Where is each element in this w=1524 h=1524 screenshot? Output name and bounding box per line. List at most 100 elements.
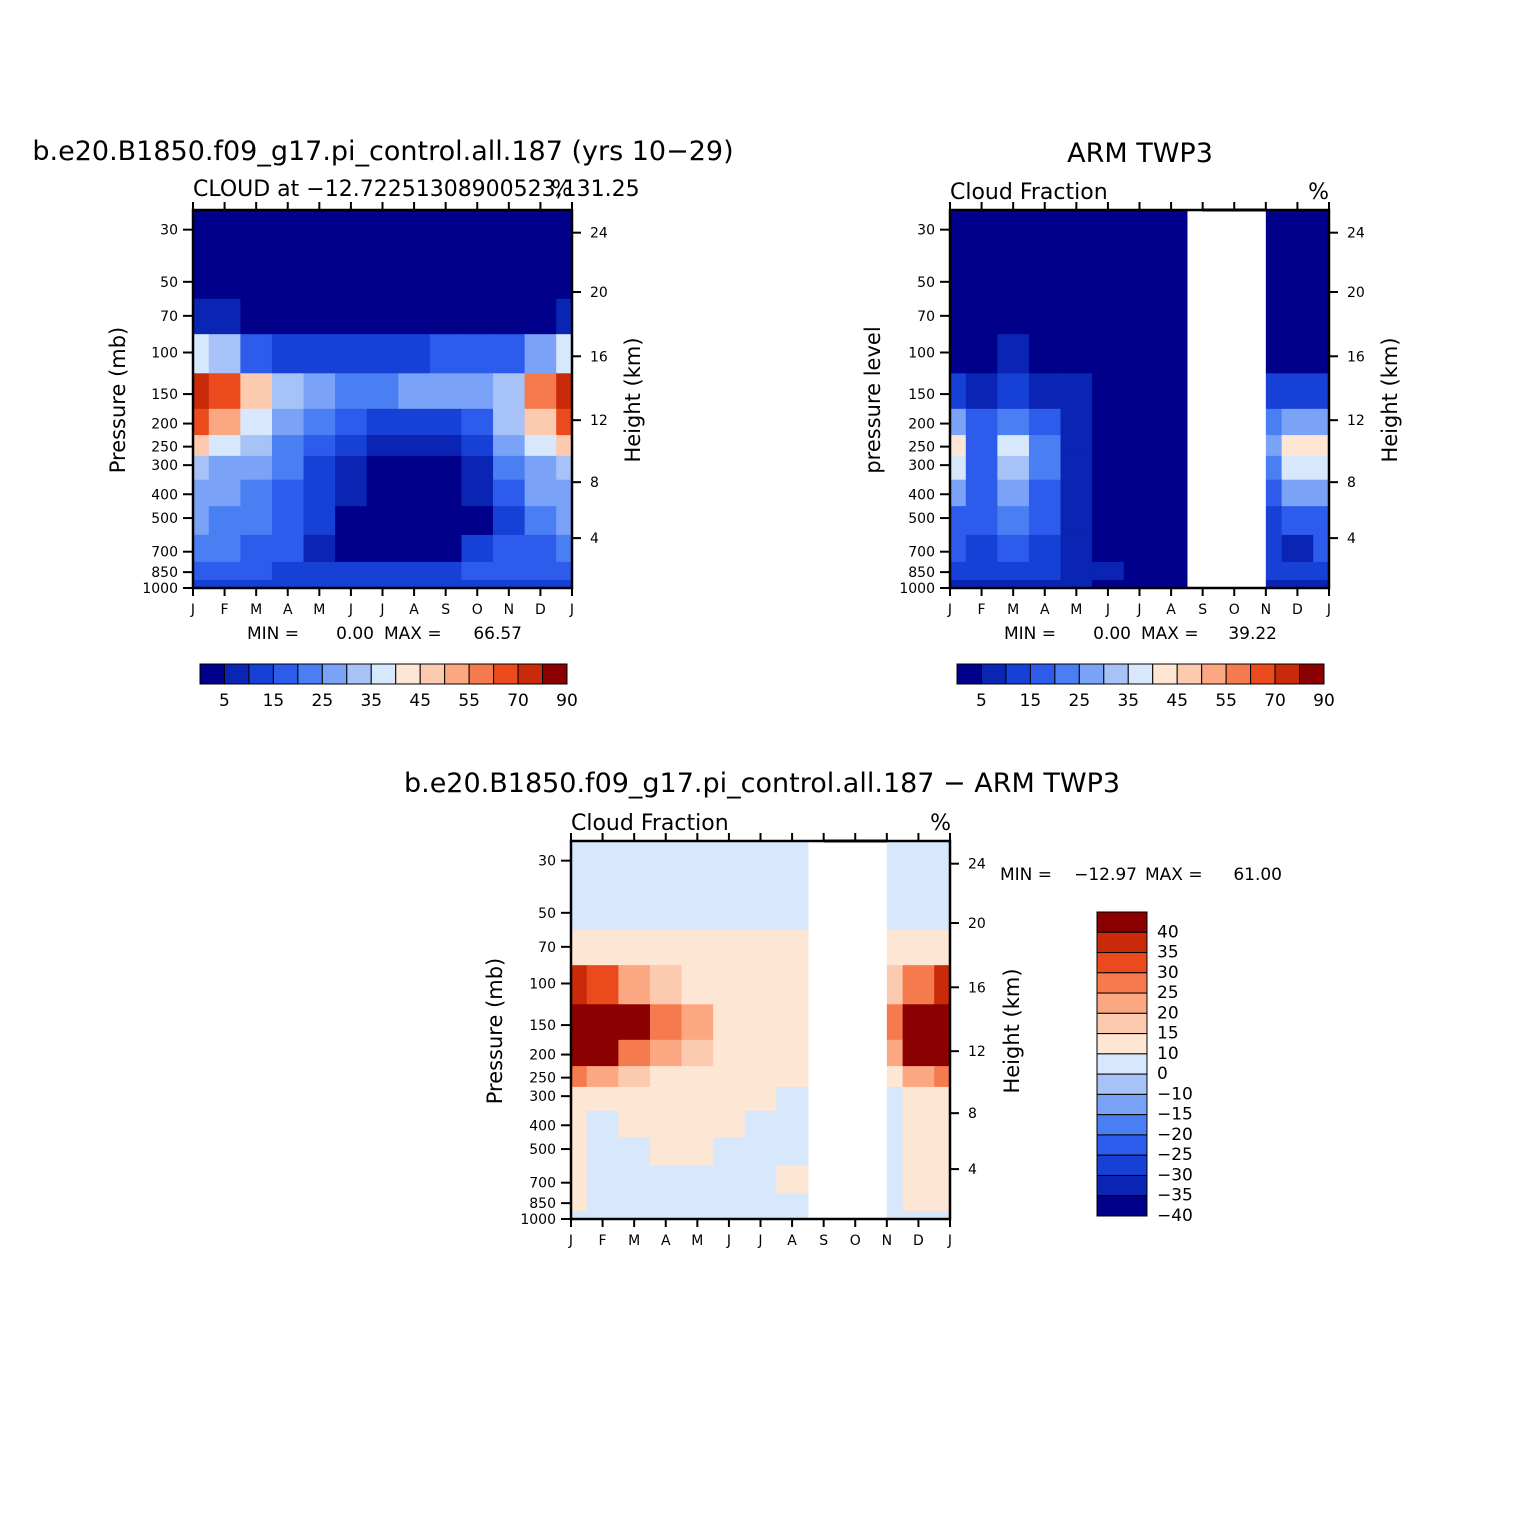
- heatmap-cell: [208, 534, 241, 563]
- heatmap-cell: [871, 1211, 904, 1220]
- heatmap-cell: [398, 534, 431, 563]
- x-tick-label: J: [1105, 602, 1110, 618]
- heatmap-cell: [618, 929, 651, 966]
- heatmap-cell: [1028, 373, 1062, 410]
- heatmap-cell: [1028, 298, 1062, 335]
- colorbar-box: [223, 663, 250, 685]
- y-tick-label: 100: [908, 346, 935, 362]
- heatmap-cell: [1060, 255, 1093, 300]
- heatmap-cell: [618, 1165, 651, 1194]
- x-tick-label: J: [947, 1233, 952, 1249]
- y-tick-label: 70: [160, 309, 178, 325]
- heatmap-cell: [1123, 408, 1156, 436]
- heatmap-cell: [950, 373, 967, 410]
- y-tick-label: 150: [529, 1018, 556, 1034]
- heatmap-cell: [208, 506, 241, 536]
- right-axis-label: Height (km): [1000, 968, 1024, 1093]
- heatmap-cell: [366, 580, 399, 589]
- colorbar-box: [395, 663, 421, 685]
- heatmap-cell: [950, 435, 967, 457]
- heatmap-cell: [398, 255, 431, 300]
- heatmap-cell: [524, 334, 557, 374]
- heatmap-cell: [461, 408, 494, 436]
- colorbar-label: 70: [1264, 691, 1286, 711]
- heatmap-cell: [335, 561, 368, 581]
- heatmap-cell: [1060, 561, 1093, 581]
- heatmap-cell: [335, 534, 368, 563]
- arm-obs-panel: ARM TWP3 Cloud Fraction % J F M A M J J A S O N D J 3…: [861, 138, 1402, 711]
- heatmap-cell: [649, 1137, 683, 1167]
- heatmap-cell: [571, 1086, 588, 1112]
- heatmap-cell: [950, 479, 967, 507]
- panel-subtitle: CLOUD at −12.72251308900523,131.25: [193, 177, 640, 202]
- heatmap-cell: [335, 435, 368, 457]
- heatmap-cell: [429, 506, 463, 536]
- heatmap-cell: [208, 255, 241, 300]
- heatmap-cell: [1313, 580, 1330, 589]
- heatmap-cell: [335, 210, 368, 257]
- heatmap-cell: [1060, 373, 1093, 410]
- heatmap-cell: [193, 298, 210, 335]
- heatmap-cell: [1123, 373, 1156, 410]
- heatmap-cell: [1123, 561, 1156, 581]
- y-tick-label: 850: [529, 1196, 556, 1212]
- heatmap-cell: [461, 298, 494, 335]
- colorbar-box: [1225, 663, 1252, 685]
- heatmap-cell: [303, 435, 336, 457]
- heatmap-cell: [1313, 455, 1330, 481]
- right-tick-label: 8: [590, 475, 599, 491]
- heatmap-cell: [950, 334, 967, 374]
- heatmap-cell: [303, 373, 336, 410]
- heatmap-cell: [571, 1066, 588, 1088]
- heatmap-cell: [1155, 580, 1188, 589]
- heatmap-cell: [461, 373, 494, 410]
- heatmap-cell: [934, 1211, 951, 1220]
- heatmap-cell: [997, 580, 1030, 589]
- heatmap-cell: [240, 334, 273, 374]
- heatmap-cell: [649, 1004, 683, 1041]
- heatmap-cell: [902, 1086, 935, 1112]
- heatmap-cell: [744, 1192, 777, 1212]
- colorbar-box: [1299, 663, 1325, 685]
- heatmap-cell: [586, 929, 619, 966]
- heatmap-cell: [950, 506, 967, 536]
- heatmap-cell: [398, 334, 431, 374]
- heatmap-cell: [1313, 435, 1330, 457]
- heatmap-cell: [303, 455, 336, 481]
- heatmap-cell: [193, 334, 210, 374]
- heatmap-cell: [776, 1110, 809, 1138]
- heatmap-cell: [461, 255, 494, 300]
- heatmap-cell: [1092, 455, 1125, 481]
- heatmap-cell: [950, 534, 967, 563]
- heatmap-cell: [271, 255, 305, 300]
- heatmap-cell: [1281, 298, 1314, 335]
- colorbar-box: [1103, 663, 1129, 685]
- heatmap-cell: [398, 479, 431, 507]
- colorbar-box: [1054, 663, 1080, 685]
- colorbar-label: 70: [507, 691, 529, 711]
- heatmap-cell: [965, 479, 998, 507]
- heatmap-cell: [1155, 298, 1188, 335]
- y-tick-label: 250: [908, 440, 935, 456]
- heatmap-cell: [493, 210, 526, 257]
- heatmap-cell: [461, 455, 494, 481]
- y-tick-label: 200: [529, 1048, 556, 1064]
- heatmap-cell: [1092, 479, 1125, 507]
- heatmap-cell: [271, 506, 305, 536]
- heatmap-cell: [429, 334, 463, 374]
- heatmap-cell: [902, 886, 935, 931]
- x-tick-label: A: [787, 1233, 797, 1249]
- heatmap-cell: [524, 506, 557, 536]
- heatmap-cell: [366, 210, 399, 257]
- heatmap-cell: [950, 408, 967, 436]
- heatmap-cell: [303, 479, 336, 507]
- heatmap-cell: [776, 1004, 809, 1041]
- heatmap-cell: [571, 886, 588, 931]
- heatmap-cell: [902, 1137, 935, 1167]
- heatmap-cell: [618, 1192, 651, 1212]
- x-tick-label: N: [1261, 602, 1271, 618]
- colorbar-box: [248, 663, 274, 685]
- heatmap-cell: [208, 298, 241, 335]
- heatmap-cell: [997, 210, 1030, 257]
- heatmap-cell: [429, 298, 463, 335]
